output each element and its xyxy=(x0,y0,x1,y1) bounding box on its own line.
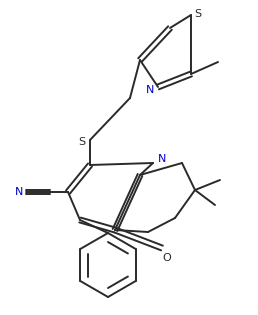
Text: N: N xyxy=(146,85,154,95)
Text: O: O xyxy=(163,253,171,263)
Text: S: S xyxy=(195,9,201,19)
Text: N: N xyxy=(158,154,166,164)
Text: S: S xyxy=(78,137,86,147)
Text: N: N xyxy=(15,187,23,197)
